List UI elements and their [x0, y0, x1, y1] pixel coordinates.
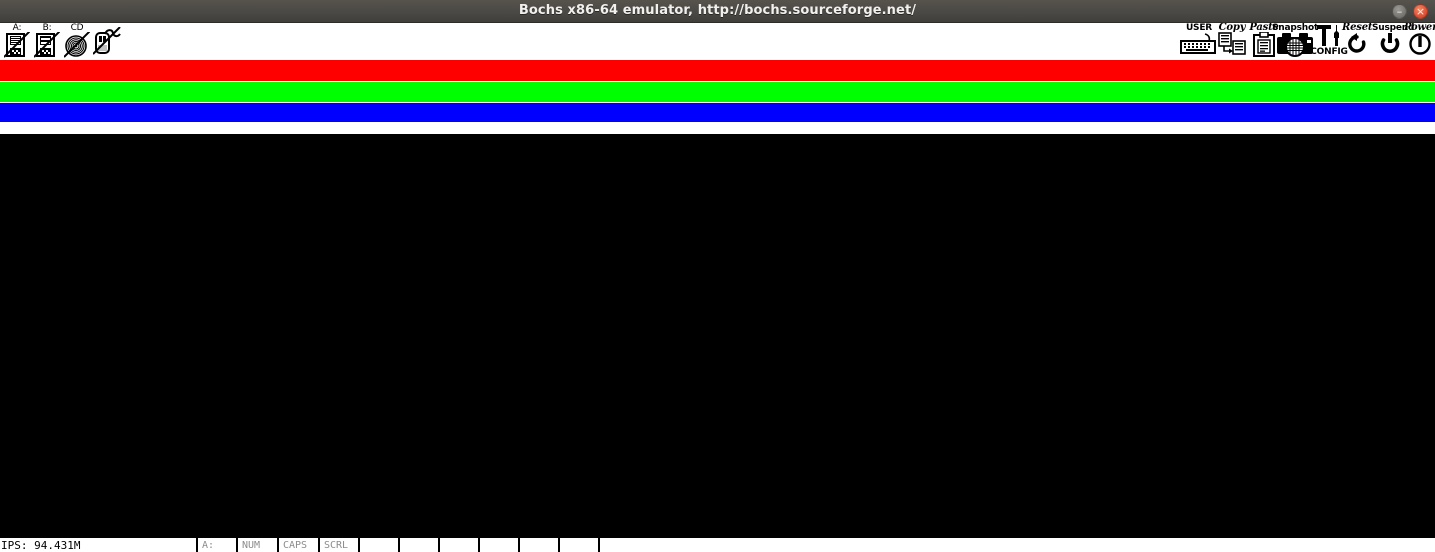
bochs-toolbar: A: B:	[0, 23, 1435, 60]
power-icon	[1404, 32, 1435, 59]
user-label: USER	[1185, 23, 1213, 33]
config-label: CONFIG	[1310, 47, 1348, 57]
paste-button[interactable]: Paste	[1246, 23, 1282, 60]
status-led-11	[598, 538, 638, 552]
power-label: Power	[1404, 23, 1435, 33]
vga-screen[interactable]	[0, 60, 1435, 537]
cdrom-label: CD	[70, 23, 84, 33]
suspend-button[interactable]: Suspend	[1372, 23, 1415, 60]
tools-icon	[1308, 24, 1350, 51]
copy-label: Copy	[1218, 23, 1246, 33]
cdrom-button[interactable]: CD	[62, 23, 92, 60]
ips-counter: IPS: 94.431M	[1, 539, 81, 552]
paste-label: Paste	[1249, 23, 1279, 33]
status-led-scrl-label: SCRL	[324, 540, 349, 551]
reset-label: Reset	[1342, 23, 1373, 33]
minimize-icon: –	[1396, 5, 1403, 18]
minimize-button[interactable]: –	[1392, 4, 1407, 19]
window-titlebar[interactable]: Bochs x86-64 emulator, http://bochs.sour…	[0, 0, 1435, 23]
status-led-10	[558, 538, 598, 552]
floppy-disk-icon	[2, 32, 32, 59]
status-led-num: NUM	[236, 538, 277, 552]
status-led-floppy-label: A:	[202, 540, 215, 551]
status-led-floppy: A:	[196, 538, 236, 552]
suspend-label: Suspend	[1372, 23, 1415, 33]
floppy-a-label: A:	[12, 23, 22, 33]
status-led-5	[358, 538, 398, 552]
camera-icon	[1272, 32, 1318, 59]
status-led-6	[398, 538, 438, 552]
screen-background	[0, 134, 1435, 537]
floppy-b-label: B:	[42, 23, 52, 33]
copy-button[interactable]: Copy	[1215, 23, 1249, 60]
snapshot-button[interactable]: Snapshot	[1272, 23, 1318, 60]
status-led-num-label: NUM	[242, 540, 261, 551]
status-led-caps: CAPS	[277, 538, 318, 552]
cdrom-disc-icon	[62, 32, 92, 59]
config-button[interactable]: CONFIG	[1308, 23, 1350, 60]
green-bar	[0, 82, 1435, 102]
mouse-button[interactable]	[92, 23, 124, 60]
copy-icon	[1215, 32, 1249, 59]
status-led-9	[518, 538, 558, 552]
snapshot-label: Snapshot	[1272, 23, 1319, 33]
close-icon: ×	[1415, 5, 1426, 18]
suspend-icon	[1372, 33, 1408, 60]
clipboard-icon	[1246, 32, 1282, 59]
status-led-7	[438, 538, 478, 552]
floppy-b-button[interactable]: B:	[32, 23, 62, 60]
window-title: Bochs x86-64 emulator, http://bochs.sour…	[518, 3, 917, 18]
user-button[interactable]: USER	[1178, 23, 1220, 60]
keyboard-icon	[1178, 32, 1220, 59]
mouse-icon	[92, 27, 124, 55]
reset-button[interactable]: Reset	[1342, 23, 1372, 60]
reset-arrow-icon	[1342, 33, 1372, 60]
floppy-a-button[interactable]: A:	[2, 23, 32, 60]
blue-bar	[0, 103, 1435, 122]
red-bar	[0, 60, 1435, 81]
power-button[interactable]: Power	[1404, 23, 1435, 60]
status-led-caps-label: CAPS	[283, 540, 308, 551]
close-button[interactable]: ×	[1413, 4, 1428, 19]
status-bar: IPS: 94.431M A: NUM CAPS SCRL	[0, 537, 1435, 552]
status-led-8	[478, 538, 518, 552]
status-led-scrl: SCRL	[318, 538, 358, 552]
floppy-disk-icon	[32, 32, 62, 59]
